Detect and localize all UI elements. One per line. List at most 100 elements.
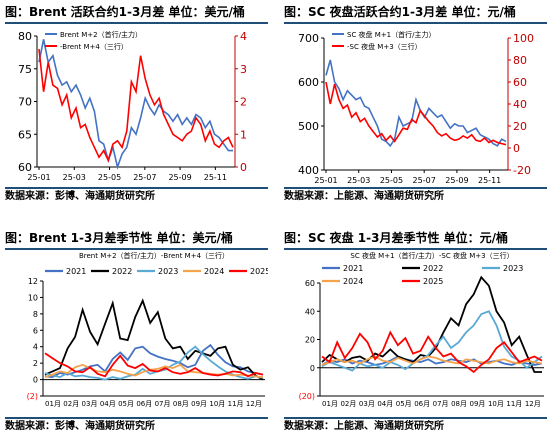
series-line xyxy=(321,330,543,374)
y-tick-label: 70 xyxy=(18,96,32,109)
y-tick-label: 400 xyxy=(298,164,319,177)
x-tick-label: 12月 xyxy=(246,400,262,408)
x-tick-label: 25-07 xyxy=(133,173,156,182)
x-tick-label: 25-03 xyxy=(63,173,86,182)
y2-tick-label: 40 xyxy=(513,98,527,111)
x-tick-label: 25-05 xyxy=(98,173,121,182)
source-rule xyxy=(5,417,268,419)
x-tick-label: 25-01 xyxy=(27,173,50,182)
x-tick-label: 25-01 xyxy=(314,176,337,185)
series-line xyxy=(325,81,507,146)
x-tick-label: 04月 xyxy=(377,400,393,408)
y2-tick-label: 4 xyxy=(240,30,247,43)
legend-label: 2023 xyxy=(503,264,523,273)
x-tick-label: 25-11 xyxy=(478,176,501,185)
source-rule xyxy=(284,417,547,419)
x-tick-label: 10月 xyxy=(209,400,225,408)
x-tick-label: 03月 xyxy=(359,400,375,408)
y2-tick-label: 100 xyxy=(513,32,534,45)
title-rule xyxy=(284,248,547,250)
y-tick-label: 0 xyxy=(310,364,315,373)
series-line xyxy=(321,310,543,372)
legend-label: 2022 xyxy=(423,264,443,273)
legend-label: -SC 夜盘 M+3（三行） xyxy=(347,42,422,51)
x-tick-label: 25-05 xyxy=(380,176,403,185)
legend-label: SC 夜盘 M+1（首行/主力） xyxy=(347,30,436,39)
y-tick-label: 40 xyxy=(305,307,315,316)
legend-label: 2022 xyxy=(112,267,132,276)
series-line xyxy=(321,275,542,373)
brent-seasonal-chart: Brent M+2（首行/主力）-Brent M+4（三行） (2) 0 2 4 6 8 10… xyxy=(27,251,268,408)
y-tick-label: 12 xyxy=(28,277,38,286)
y2-tick-label: 0 xyxy=(513,142,520,155)
x-tick-label: 25-09 xyxy=(445,176,468,185)
panel-brent-seasonal: 图：Brent 1-3月差季节性 单位：美元/桶 Brent M+2（首行/主力… xyxy=(5,228,268,438)
y-tick-label: 700 xyxy=(298,32,319,45)
y2-tick-label: 2 xyxy=(240,96,247,109)
sc-seasonal-chart: SC 夜盘 M+1（首行/主力）-SC 夜盘 M+3（三行） (20) 0 20 40 6… xyxy=(299,251,544,408)
source-note: 数据来源：上能源、海通期货研究所 xyxy=(284,191,444,202)
y-tick-label: (2) xyxy=(27,392,38,401)
panel-sc-seasonal: 图：SC 夜盘 1-3月差季节性 单位：元/桶 SC 夜盘 M+1（首行/主力）… xyxy=(284,228,547,438)
x-tick-label: 11月 xyxy=(228,400,244,408)
panel-brent-spread: 图：Brent 活跃合约1-3月差 单位：美元/桶 60 65 70 75 80 0 1 2 3… xyxy=(5,2,268,207)
x-tick-label: 03月 xyxy=(82,400,98,408)
title-rule xyxy=(5,248,268,250)
y-tick-label: 6 xyxy=(33,326,38,335)
series-line xyxy=(44,298,264,381)
series-line xyxy=(325,59,507,148)
y-tick-label: 80 xyxy=(18,30,32,43)
x-tick-label: 08月 xyxy=(173,400,189,408)
title-rule xyxy=(284,22,547,24)
y2-tick-label: 1 xyxy=(240,128,247,141)
y-tick-label: (20) xyxy=(299,392,315,401)
panel-sc-spread: 图：SC 夜盘活跃合约1-3月差 单位：元/桶 400 500 600 700 -20 0… xyxy=(284,2,547,207)
x-tick-label: 09月 xyxy=(470,400,486,408)
source-rule xyxy=(284,187,547,189)
x-tick-label: 07月 xyxy=(433,400,449,408)
y2-tick-label: 80 xyxy=(513,54,527,67)
legend-label: 2024 xyxy=(204,267,224,276)
x-tick-label: 08月 xyxy=(451,400,467,408)
title-rule xyxy=(5,22,268,24)
panel-title: 图：Brent 活跃合约1-3月差 单位：美元/桶 xyxy=(5,5,245,19)
y2-tick-label: -20 xyxy=(513,164,531,177)
legend-label: Brent M+2（首行/主力） xyxy=(60,30,142,39)
y-tick-label: 65 xyxy=(18,128,32,141)
source-note: 数据来源：彭博、海通期货研究所 xyxy=(5,421,155,432)
y-tick-label: 4 xyxy=(33,343,38,352)
panel-title: 图：Brent 1-3月差季节性 单位：美元/桶 xyxy=(5,231,233,245)
y-tick-label: 75 xyxy=(18,63,32,76)
x-tick-label: 01月 xyxy=(45,400,61,408)
legend-label: 2021 xyxy=(343,264,363,273)
x-tick-label: 07月 xyxy=(155,400,171,408)
y-tick-label: 0 xyxy=(33,376,38,385)
legend-label: 2024 xyxy=(343,277,363,286)
chart-subtitle: Brent M+2（首行/主力）-Brent M+4（三行） xyxy=(79,251,229,260)
source-note: 数据来源：上能源、海通期货研究所 xyxy=(284,421,444,432)
x-tick-label: 09月 xyxy=(191,400,207,408)
y-tick-label: 500 xyxy=(298,120,319,133)
source-note: 数据来源：彭博、海通期货研究所 xyxy=(5,191,155,202)
y-tick-label: 2 xyxy=(33,359,38,368)
y2-tick-label: 3 xyxy=(240,63,247,76)
x-tick-label: 06月 xyxy=(414,400,430,408)
series-line xyxy=(38,39,233,170)
panel-title: 图：SC 夜盘活跃合约1-3月差 单位：元/桶 xyxy=(284,5,516,19)
x-tick-label: 02月 xyxy=(63,400,79,408)
brent-spread-chart: 60 65 70 75 80 0 1 2 3 4 25-01 25-03 25-05 25-07 25-09… xyxy=(18,30,247,182)
x-tick-label: 06月 xyxy=(136,400,152,408)
x-tick-label: 05月 xyxy=(118,400,134,408)
y-tick-label: 10 xyxy=(28,293,38,302)
chart-subtitle: SC 夜盘 M+1（首行/主力）-SC 夜盘 M+3（三行） xyxy=(350,251,513,260)
x-tick-label: 01月 xyxy=(322,400,338,408)
source-rule xyxy=(5,187,268,189)
x-tick-label: 05月 xyxy=(396,400,412,408)
legend-label: 2021 xyxy=(66,267,86,276)
y2-tick-label: 0 xyxy=(240,161,247,174)
legend-label: 2023 xyxy=(158,267,178,276)
legend-label: -Brent M+4（三行） xyxy=(60,42,128,51)
x-tick-label: 25-07 xyxy=(413,176,436,185)
x-tick-label: 12月 xyxy=(525,400,541,408)
series-line xyxy=(321,355,543,366)
